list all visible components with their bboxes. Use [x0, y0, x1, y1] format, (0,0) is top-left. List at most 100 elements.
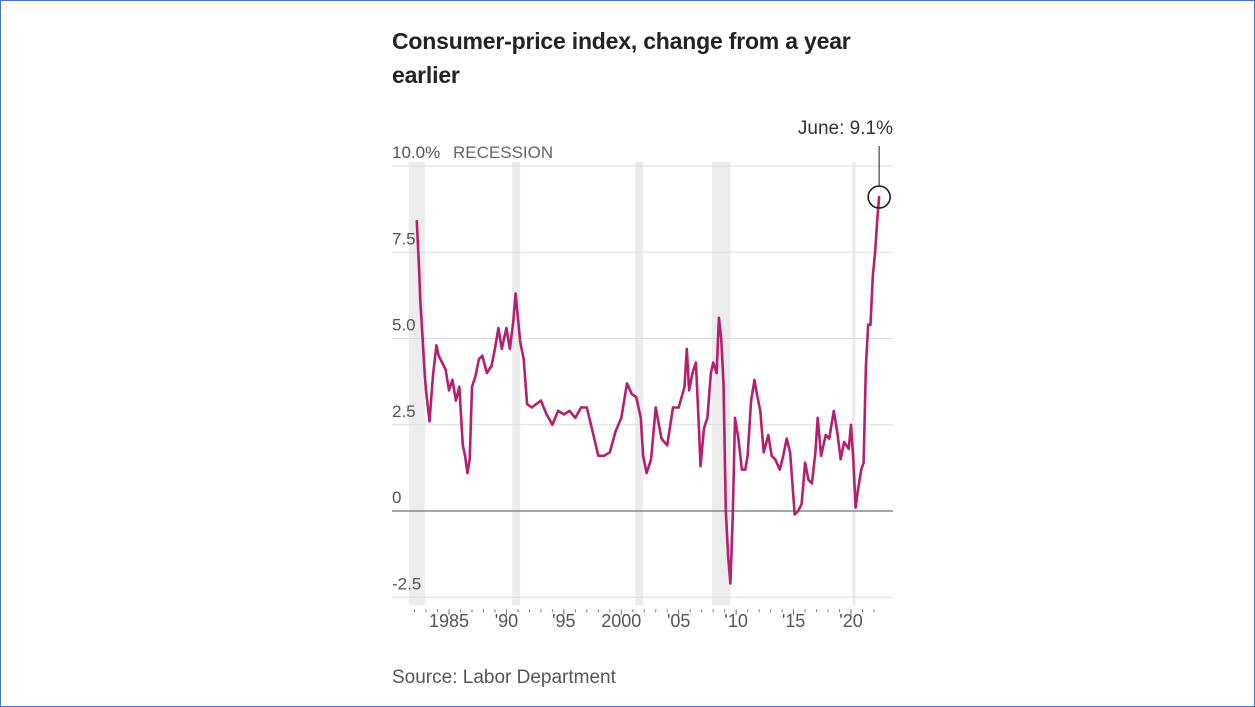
data-point [591, 430, 594, 433]
data-point [744, 468, 747, 471]
data-point [788, 451, 792, 454]
data-point [839, 458, 842, 461]
data-point [516, 316, 520, 319]
data-point [428, 420, 431, 423]
data-point [715, 371, 718, 375]
data-point [522, 358, 525, 361]
data-point [803, 461, 807, 464]
x-tick-label: 1985 [429, 611, 469, 631]
y-tick-label: 0 [392, 488, 401, 507]
data-point [755, 392, 758, 395]
data-point [525, 402, 529, 406]
data-point [539, 399, 543, 402]
data-point [585, 406, 588, 409]
data-point [722, 382, 725, 385]
recession-band [852, 162, 856, 606]
data-point [463, 454, 467, 457]
gridlines [392, 165, 893, 598]
data-point [574, 416, 577, 420]
data-point [824, 433, 827, 437]
data-point [699, 464, 702, 468]
data-point [733, 416, 737, 420]
data-point [454, 399, 458, 402]
data-point [759, 409, 762, 413]
recession-band [512, 162, 521, 606]
data-point [774, 458, 777, 461]
data-point [852, 458, 855, 461]
data-point [645, 471, 648, 475]
data-point [620, 416, 623, 420]
data-point [694, 361, 698, 364]
data-point [793, 513, 796, 516]
data-point [698, 437, 701, 440]
data-point [862, 461, 865, 464]
data-point [630, 392, 633, 395]
data-point [497, 326, 500, 330]
cpi-series-line [415, 195, 881, 585]
y-tick-label: 5.0 [392, 316, 416, 335]
data-point [490, 364, 493, 368]
data-point [877, 195, 881, 199]
data-point [731, 516, 734, 520]
data-point [415, 220, 418, 223]
annotation-circle [867, 185, 891, 209]
x-tick-label: '10 [724, 611, 747, 631]
data-point [782, 454, 785, 457]
data-point [720, 337, 723, 340]
y-tick-label: 10.0% [392, 143, 440, 162]
series-layer [415, 195, 881, 585]
recession-band [635, 162, 644, 606]
data-point [505, 326, 508, 330]
data-point [800, 502, 803, 506]
data-point [746, 454, 749, 457]
data-point [770, 454, 773, 457]
data-point [485, 371, 489, 375]
data-point [458, 385, 461, 388]
data-point [709, 371, 713, 375]
y-axis-labels: 10.0% 7.5 5.0 2.5 0 -2.5 RECESSION [392, 143, 553, 593]
data-point [871, 275, 874, 278]
data-point [551, 423, 554, 426]
data-point [466, 471, 469, 475]
data-point [635, 396, 638, 399]
data-point [447, 389, 451, 392]
data-point [797, 509, 800, 513]
x-tick-label: '20 [839, 611, 862, 631]
data-point [597, 454, 600, 457]
data-point [535, 402, 538, 406]
data-point [512, 320, 515, 323]
data-point [807, 478, 810, 482]
data-point [641, 454, 645, 457]
y-tick-label: 2.5 [392, 402, 416, 421]
data-point [461, 444, 464, 447]
data-point [856, 489, 860, 492]
data-point [867, 323, 870, 326]
data-point [876, 216, 879, 219]
y-tick-label: -2.5 [392, 574, 421, 593]
data-point [639, 416, 642, 420]
data-point [785, 437, 788, 440]
data-point [762, 451, 765, 454]
data-point [654, 406, 657, 409]
data-point [740, 468, 744, 471]
data-point [819, 454, 823, 457]
source-note: Source: Labor Department [392, 667, 616, 688]
data-point [437, 354, 440, 357]
data-point [791, 482, 794, 485]
x-tick-label: '05 [667, 611, 690, 631]
data-point [477, 358, 481, 361]
recession-bands [408, 162, 856, 606]
data-point [729, 582, 732, 585]
data-point [712, 361, 715, 364]
x-tick-label: '95 [552, 611, 575, 631]
data-point [440, 361, 444, 364]
x-tick-label: '15 [782, 611, 805, 631]
data-point [864, 364, 868, 368]
data-point [767, 433, 770, 437]
data-point [530, 406, 533, 409]
annotation-layer: June: 9.1% [798, 118, 893, 209]
data-point [778, 468, 781, 471]
data-point [493, 347, 497, 351]
data-point [702, 427, 706, 430]
data-point [810, 482, 814, 485]
